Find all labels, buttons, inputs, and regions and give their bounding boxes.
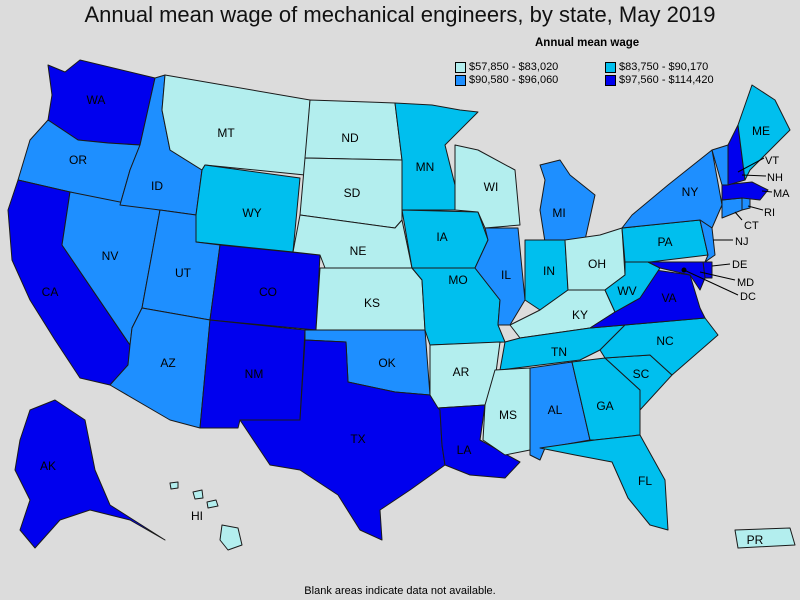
legend-label-bin-1: $57,850 - $83,020: [469, 61, 559, 73]
label-va: VA: [661, 291, 676, 305]
state-shapes: [7, 59, 796, 551]
label-wi: WI: [484, 180, 499, 194]
label-mo: MO: [448, 273, 467, 287]
label-ca: CA: [42, 285, 59, 299]
label-oh: OH: [588, 257, 606, 271]
legend-label-bin-2: $83,750 - $90,170: [619, 61, 709, 73]
state-pr[interactable]: [734, 527, 796, 549]
legend-item-bin-4: $97,560 - $114,420: [605, 74, 755, 86]
label-pa: PA: [657, 235, 672, 249]
leader-nh: [741, 174, 767, 177]
label-nm: NM: [245, 367, 264, 381]
state-mi[interactable]: [539, 159, 596, 243]
state-ri[interactable]: [741, 197, 751, 211]
label-az: AZ: [160, 356, 175, 370]
label-ia: IA: [436, 230, 447, 244]
label-ne: NE: [350, 244, 367, 258]
state-labels: WA OR CA NV ID MT WY UT AZ CO NM ND SD N…: [40, 93, 790, 547]
label-me: ME: [752, 124, 770, 138]
legend-label-bin-4: $97,560 - $114,420: [619, 74, 714, 86]
leader-de: [711, 263, 731, 267]
label-de: DE: [732, 259, 747, 271]
leader-md: [699, 271, 736, 281]
label-ky: KY: [572, 308, 588, 322]
legend-swatch-bin-1: [455, 61, 466, 73]
label-vt: VT: [765, 155, 779, 167]
label-wy: WY: [242, 206, 261, 220]
label-ct: CT: [744, 220, 759, 232]
legend-label-bin-3: $90,580 - $96,060: [469, 74, 559, 86]
label-mt: MT: [217, 126, 235, 140]
label-wa: WA: [87, 93, 106, 107]
label-pr: PR: [747, 533, 764, 547]
label-id: ID: [151, 179, 163, 193]
leader-ma: [761, 190, 773, 193]
label-ar: AR: [453, 365, 470, 379]
state-il[interactable]: [474, 227, 526, 326]
legend-title: Annual mean wage: [535, 37, 640, 49]
label-mn: MN: [416, 160, 435, 174]
legend: Annual mean wage $57,850 - $83,020 $83,7…: [455, 37, 755, 86]
label-sd: SD: [344, 186, 361, 200]
state-fl[interactable]: [539, 434, 669, 531]
label-co: CO: [259, 285, 277, 299]
label-nv: NV: [102, 249, 119, 263]
label-al: AL: [548, 403, 563, 417]
leader-vt: [737, 157, 765, 173]
label-mi: MI: [552, 206, 565, 220]
state-ct[interactable]: [721, 197, 743, 219]
label-in: IN: [543, 264, 555, 278]
state-mn[interactable]: [394, 102, 479, 211]
leader-dc: [683, 269, 739, 296]
legend-item-bin-3: $90,580 - $96,060: [455, 74, 605, 86]
label-ga: GA: [596, 399, 613, 413]
label-or: OR: [69, 153, 87, 167]
label-il: IL: [501, 268, 511, 282]
label-ny: NY: [682, 185, 699, 199]
label-hi: HI: [191, 509, 203, 523]
state-md[interactable]: [647, 261, 706, 291]
legend-item-bin-2: $83,750 - $90,170: [605, 61, 755, 73]
label-nh: NH: [767, 172, 783, 184]
label-tn: TN: [551, 345, 567, 359]
label-ma: MA: [773, 188, 790, 200]
label-dc: DC: [740, 291, 756, 303]
leader-ri: [747, 205, 764, 211]
label-md: MD: [737, 277, 754, 289]
label-ak: AK: [40, 459, 56, 473]
legend-swatch-bin-2: [605, 61, 616, 73]
label-sc: SC: [633, 367, 650, 381]
state-ny[interactable]: [621, 149, 723, 229]
state-tx[interactable]: [239, 339, 446, 541]
label-ms: MS: [499, 408, 517, 422]
legend-item-bin-1: $57,850 - $83,020: [455, 61, 605, 73]
label-wv: WV: [617, 284, 636, 298]
state-ma[interactable]: [721, 181, 769, 201]
label-nj: NJ: [735, 236, 748, 248]
label-ri: RI: [764, 207, 775, 219]
legend-swatch-bin-3: [455, 74, 466, 86]
state-me[interactable]: [737, 84, 791, 181]
label-nc: NC: [656, 334, 674, 348]
label-nd: ND: [341, 131, 359, 145]
state-nj[interactable]: [699, 219, 716, 263]
state-la[interactable]: [437, 404, 521, 479]
state-hi[interactable]: [169, 481, 243, 551]
leader-ct: [734, 211, 743, 221]
label-fl: FL: [638, 474, 652, 488]
state-nd[interactable]: [304, 99, 403, 161]
map-title: Annual mean wage of mechanical engineers…: [84, 2, 716, 27]
label-ks: KS: [364, 296, 380, 310]
label-la: LA: [457, 443, 472, 457]
legend-swatch-bin-4: [605, 74, 616, 86]
label-ut: UT: [175, 266, 192, 280]
label-ok: OK: [378, 356, 395, 370]
footnote: Blank areas indicate data not available.: [304, 585, 496, 597]
state-ak[interactable]: [14, 399, 166, 549]
label-tx: TX: [350, 432, 365, 446]
